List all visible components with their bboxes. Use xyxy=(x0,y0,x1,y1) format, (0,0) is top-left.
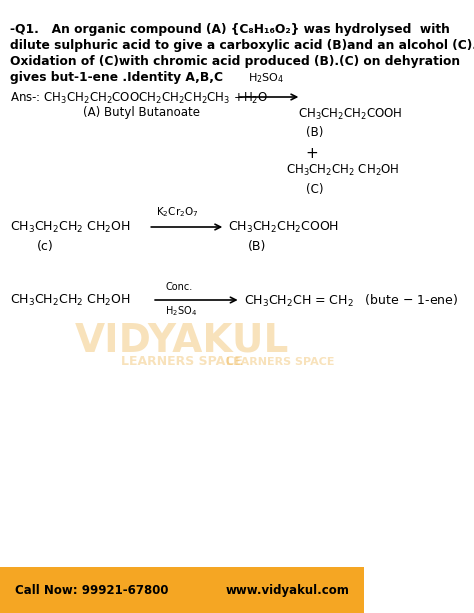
Text: (c): (c) xyxy=(37,240,54,253)
Text: -Q1.   An organic compound (A) {C₈H₁₆O₂} was hydrolysed  with: -Q1. An organic compound (A) {C₈H₁₆O₂} w… xyxy=(10,23,450,36)
Text: Ans-: CH$_3$CH$_2$CH$_2$COOCH$_2$CH$_2$CH$_2$CH$_3$ +H$_2$O: Ans-: CH$_3$CH$_2$CH$_2$COOCH$_2$CH$_2$C… xyxy=(10,91,268,106)
Text: CH$_3$CH$_2$CH$_2$COOH: CH$_3$CH$_2$CH$_2$COOH xyxy=(298,107,403,122)
Text: LEARNERS SPACE: LEARNERS SPACE xyxy=(121,355,243,368)
Text: Oxidation of (C)with chromic acid produced (B).(C) on dehyration: Oxidation of (C)with chromic acid produc… xyxy=(10,55,460,68)
Text: (B): (B) xyxy=(247,240,266,253)
Text: (B): (B) xyxy=(306,126,323,139)
Text: H$_2$SO$_4$: H$_2$SO$_4$ xyxy=(165,304,197,318)
Text: CH$_3$CH$_2$CH$_2$ CH$_2$OH: CH$_3$CH$_2$CH$_2$ CH$_2$OH xyxy=(10,220,131,235)
Text: CH$_3$CH$_2$CH$_2$ CH$_2$OH: CH$_3$CH$_2$CH$_2$ CH$_2$OH xyxy=(286,163,400,178)
Text: www.vidyakul.com: www.vidyakul.com xyxy=(226,584,350,597)
Text: dilute sulphuric acid to give a carboxylic acid (B)and an alcohol (C).: dilute sulphuric acid to give a carboxyl… xyxy=(10,39,474,52)
Text: (A) Butyl Butanoate: (A) Butyl Butanoate xyxy=(83,106,200,119)
Text: Call Now: 99921-67800: Call Now: 99921-67800 xyxy=(15,584,168,597)
Text: Conc.: Conc. xyxy=(165,282,192,292)
Text: CH$_3$CH$_2$CH$_2$ CH$_2$OH: CH$_3$CH$_2$CH$_2$ CH$_2$OH xyxy=(10,293,131,308)
Text: VIDYAKUL: VIDYAKUL xyxy=(75,321,289,359)
Text: LEARNERS SPACE: LEARNERS SPACE xyxy=(226,357,334,367)
Text: K$_2$Cr$_2$O$_7$: K$_2$Cr$_2$O$_7$ xyxy=(156,205,199,219)
Text: +: + xyxy=(306,146,319,161)
Text: CH$_3$CH$_2$CH = CH$_2$   (bute $-$ 1-ene): CH$_3$CH$_2$CH = CH$_2$ (bute $-$ 1-ene) xyxy=(245,293,459,309)
Text: (C): (C) xyxy=(306,183,323,196)
Text: CH$_3$CH$_2$CH$_2$COOH: CH$_3$CH$_2$CH$_2$COOH xyxy=(228,220,339,235)
Bar xyxy=(0,567,365,613)
Text: H$_2$SO$_4$: H$_2$SO$_4$ xyxy=(248,71,284,85)
Text: gives but-1-ene .Identity A,B,C: gives but-1-ene .Identity A,B,C xyxy=(10,71,223,84)
